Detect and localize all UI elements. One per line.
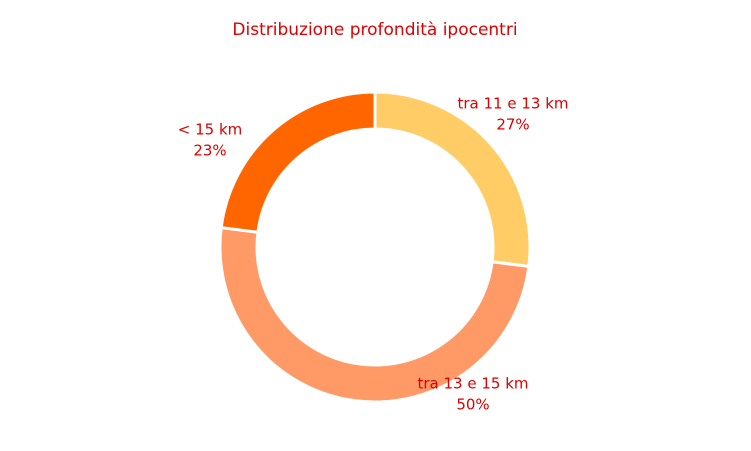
segment-value-label: 23% — [193, 142, 226, 160]
segment-value-label: 27% — [496, 116, 529, 134]
chart-title: Distribuzione profondità ipocentri — [232, 20, 517, 40]
segment-label: < 15 km — [178, 121, 243, 139]
segment-label: tra 13 e 15 km — [417, 375, 528, 393]
segment-value-label: 50% — [456, 396, 489, 414]
donut-segment — [219, 90, 377, 234]
segment-label: tra 11 e 13 km — [457, 95, 568, 113]
donut-segment — [218, 225, 531, 404]
